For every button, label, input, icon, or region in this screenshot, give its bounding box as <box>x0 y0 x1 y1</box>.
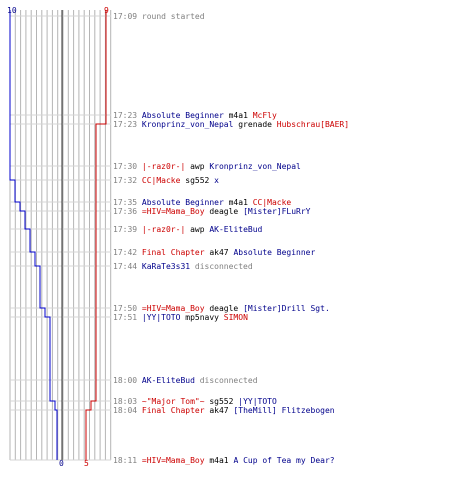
event-player: =HIV=Mama_Boy <box>141 304 205 313</box>
event-player: Kronprinz_von_Nepal <box>141 120 234 129</box>
event-time: 17:32 <box>113 176 142 185</box>
event-weapon: m4a1 <box>204 456 234 465</box>
event-row: 18:04 Final Chapter ak47 [TheMill] Flitz… <box>113 406 335 415</box>
event-weapon: awp <box>185 225 210 234</box>
event-time: 17:36 <box>113 207 142 216</box>
event-message: disconnected <box>194 376 258 385</box>
event-weapon: m4a1 <box>223 198 253 207</box>
event-row: 17:51 |YY|TOTO mp5navy SIMON <box>113 313 248 322</box>
event-player: AK-EliteBud <box>141 376 195 385</box>
event-time: 17:39 <box>113 225 142 234</box>
event-player: McFly <box>252 111 277 120</box>
event-player: x <box>214 176 219 185</box>
event-player: Final Chapter <box>141 406 205 415</box>
event-weapon: mp5navy <box>180 313 224 322</box>
event-message: round started <box>141 12 205 21</box>
blue-score-top: 10 <box>7 6 17 15</box>
event-row: 17:35 Absolute Beginner m4a1 CC|Macke <box>113 198 291 207</box>
event-row: 17:50 =HIV=Mama_Boy deagle [Mister]Drill… <box>113 304 330 313</box>
red-score-top: 9 <box>104 6 109 15</box>
event-player: Final Chapter <box>141 248 205 257</box>
event-time: 17:50 <box>113 304 142 313</box>
event-row: 17:36 =HIV=Mama_Boy deagle [Mister]FLuRr… <box>113 207 311 216</box>
event-row: 17:44 KaRaTe3s31 disconnected <box>113 262 253 271</box>
event-time: 17:42 <box>113 248 142 257</box>
event-time: 17:30 <box>113 162 142 171</box>
event-player: Kronprinz_von_Nepal <box>209 162 301 171</box>
graph-grid <box>9 10 112 461</box>
event-time: 17:23 <box>113 111 142 120</box>
event-player: A Cup of Tea my Dear? <box>233 456 335 465</box>
event-player: |YY|TOTO <box>141 313 181 322</box>
event-weapon: sg552 <box>180 176 215 185</box>
event-weapon: deagle <box>204 207 244 216</box>
blue-team-line <box>9 10 58 460</box>
event-weapon: ak47 <box>204 248 234 257</box>
event-row: 17:39 |-raz0r-| awp AK-EliteBud <box>113 225 262 234</box>
event-weapon: grenade <box>233 120 277 129</box>
blue-score-bottom: 0 <box>59 459 64 468</box>
event-player: ~"Major Tom"~ <box>141 397 205 406</box>
event-row: 17:23 Absolute Beginner m4a1 McFly <box>113 111 277 120</box>
event-weapon: awp <box>185 162 210 171</box>
event-player: =HIV=Mama_Boy <box>141 207 205 216</box>
event-row: 18:03 ~"Major Tom"~ sg552 |YY|TOTO <box>113 397 277 406</box>
event-time: 17:35 <box>113 198 142 207</box>
event-player: Hubschrau[BAER] <box>276 120 350 129</box>
event-player: SIMON <box>223 313 248 322</box>
event-row: 17:09 round started <box>113 12 205 21</box>
event-row: 18:11 =HIV=Mama_Boy m4a1 A Cup of Tea my… <box>113 456 335 465</box>
event-player: CC|Macke <box>252 198 292 207</box>
event-message: disconnected <box>190 262 253 271</box>
event-player: AK-EliteBud <box>209 225 263 234</box>
event-player: Absolute Beginner <box>141 198 224 207</box>
event-weapon: deagle <box>204 304 244 313</box>
event-player: Absolute Beginner <box>233 248 316 257</box>
red-score-bottom: 5 <box>84 459 89 468</box>
event-weapon: m4a1 <box>223 111 253 120</box>
event-time: 17:23 <box>113 120 142 129</box>
event-player: [Mister]Drill Sgt. <box>243 304 330 313</box>
event-weapon: ak47 <box>204 406 234 415</box>
event-player: KaRaTe3s31 <box>141 262 191 271</box>
event-player: [TheMill] Flitzebogen <box>233 406 335 415</box>
event-player: |-raz0r-| <box>141 162 186 171</box>
event-row: 17:32 CC|Macke sg552 x <box>113 176 219 185</box>
player-count-graph <box>9 10 112 461</box>
event-time: 18:00 <box>113 376 142 385</box>
event-weapon: sg552 <box>204 397 239 406</box>
event-time: 18:03 <box>113 397 142 406</box>
event-row: 17:42 Final Chapter ak47 Absolute Beginn… <box>113 248 315 257</box>
event-player: |-raz0r-| <box>141 225 186 234</box>
event-time: 18:11 <box>113 456 142 465</box>
event-row: 17:30 |-raz0r-| awp Kronprinz_von_Nepal <box>113 162 301 171</box>
event-time: 17:51 <box>113 313 142 322</box>
event-player: [Mister]FLuRrY <box>243 207 311 216</box>
event-time: 17:44 <box>113 262 142 271</box>
event-row: 17:23 Kronprinz_von_Nepal grenade Hubsch… <box>113 120 349 129</box>
event-player: CC|Macke <box>141 176 181 185</box>
red-team-line <box>85 10 107 460</box>
event-player: =HIV=Mama_Boy <box>141 456 205 465</box>
event-row: 18:00 AK-EliteBud disconnected <box>113 376 258 385</box>
event-time: 18:04 <box>113 406 142 415</box>
event-player: Absolute Beginner <box>141 111 224 120</box>
event-player: |YY|TOTO <box>238 397 277 406</box>
event-time: 17:09 <box>113 12 142 21</box>
